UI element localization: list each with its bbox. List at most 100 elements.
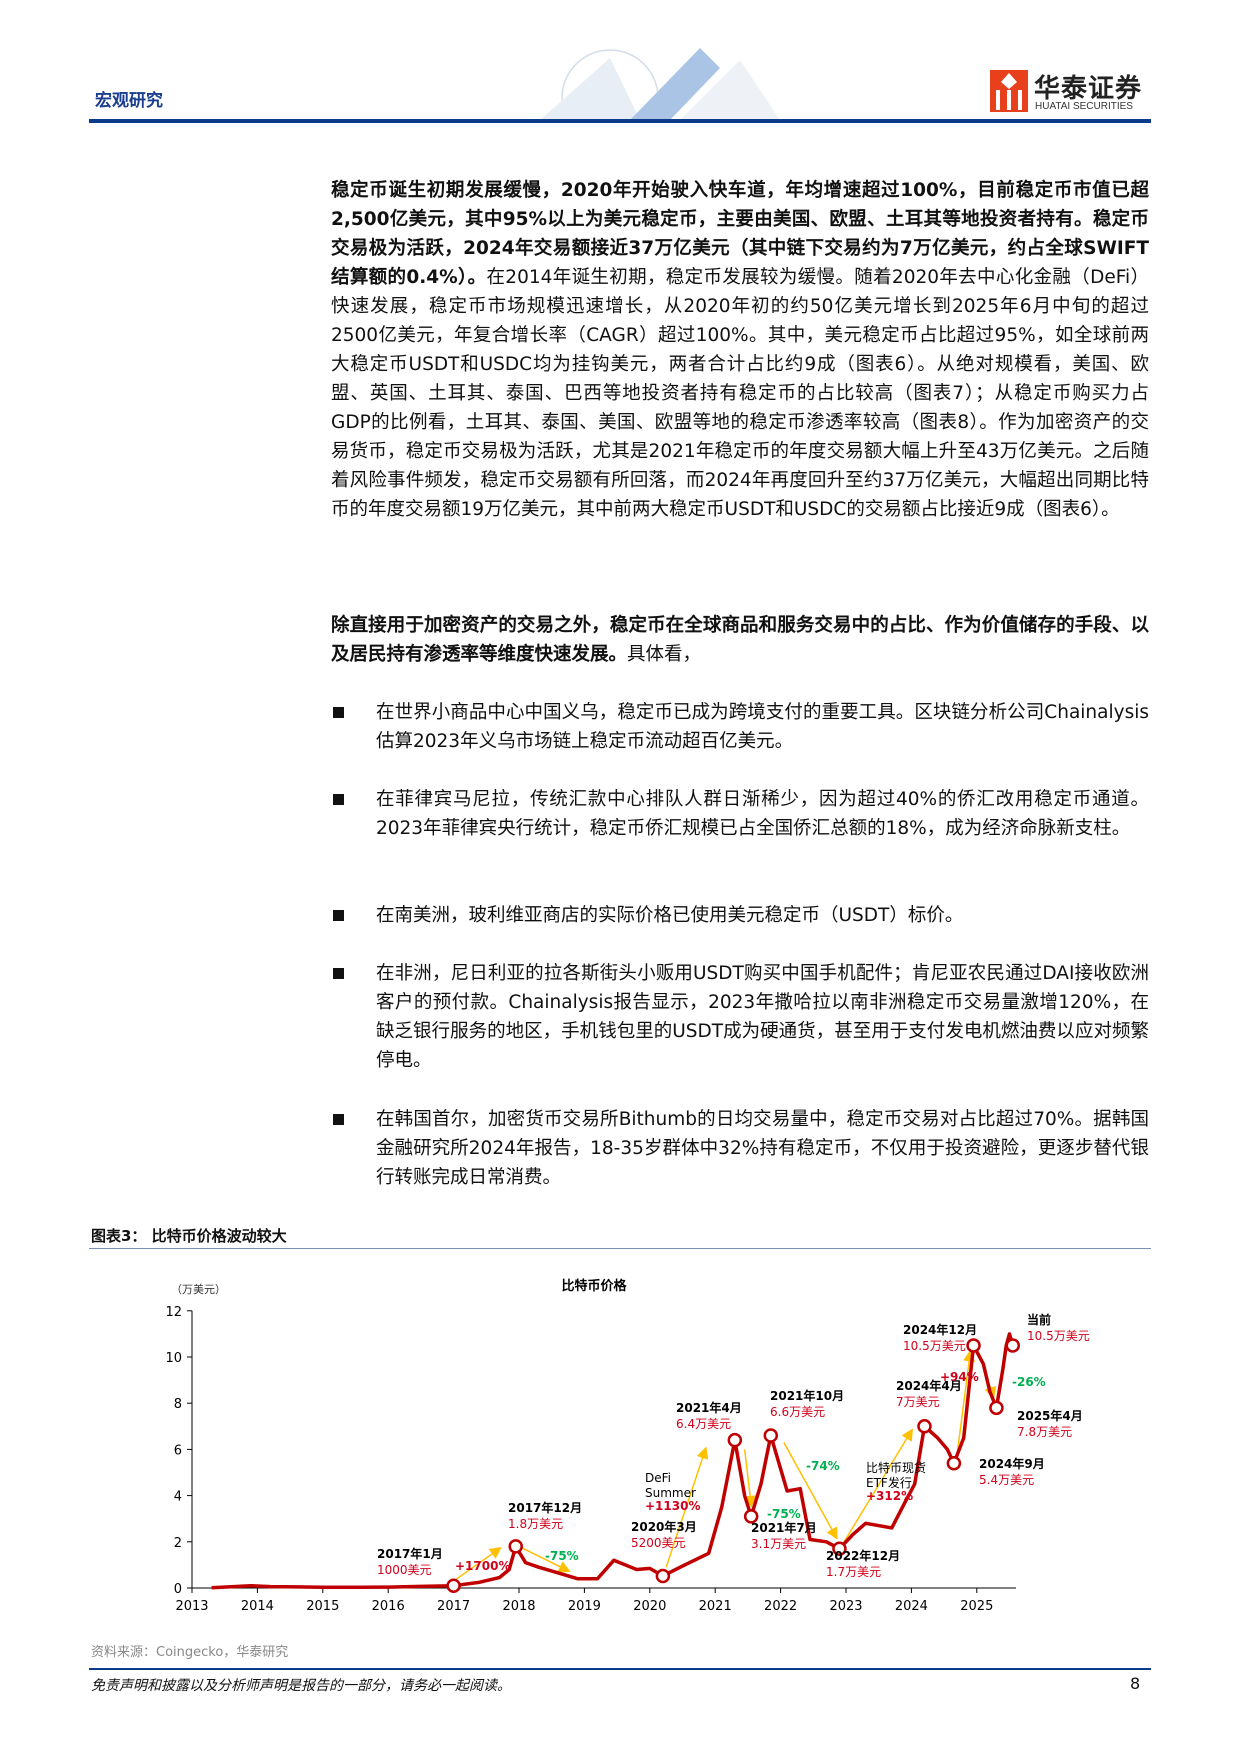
x-tick-label: 2017: [437, 1599, 470, 1614]
x-tick-label: 2023: [829, 1599, 862, 1614]
point-value: 7.8万美元: [1017, 1425, 1072, 1439]
page-number: 8: [1130, 1674, 1141, 1693]
point-value: 7万美元: [896, 1395, 940, 1409]
change-label: +1130%: [645, 1499, 700, 1513]
footer-rule: [89, 1668, 1151, 1670]
paragraph-2: 除直接用于加密资产的交易之外，稳定币在全球商品和服务交易中的占比、作为价值储存的…: [331, 611, 1149, 669]
trend-arrow: [453, 1546, 502, 1582]
point-date: 当前: [1027, 1312, 1051, 1327]
x-tick-label: 2019: [568, 1599, 601, 1614]
bullet-text: 在菲律宾马尼拉，传统汇款中心排队人群日渐稀少，因为超过40%的侨汇改用稳定币通道…: [376, 789, 1149, 839]
x-tick-label: 2020: [633, 1599, 666, 1614]
trend-arrow: [956, 1349, 976, 1455]
price-marker: [763, 1428, 779, 1443]
point-value: 1.7万美元: [826, 1565, 881, 1579]
point-value: 10.5万美元: [1027, 1329, 1090, 1343]
bullet-text: 在非洲，尼日利亚的拉各斯街头小贩用USDT购买中国手机配件；肯尼亚农民通过DAI…: [376, 963, 1149, 1071]
x-tick-label: 2024: [895, 1599, 928, 1614]
point-value: 1000美元: [377, 1563, 432, 1577]
huatai-logo: 华泰证券 HUATAI SECURITIES: [990, 70, 1152, 114]
bullet-square-icon: [333, 794, 344, 805]
change-note: Summer: [645, 1486, 696, 1500]
header-decoration: [540, 48, 780, 120]
point-date: 2024年12月: [903, 1322, 977, 1337]
point-value: 1.8万美元: [508, 1517, 563, 1531]
figure-source: 资料来源：Coingecko，华泰研究: [91, 1645, 289, 1660]
paragraph-1-lead: 稳定币诞生初期发展缓慢，2020年开始驶入快车道，年均增速超过100%，目前稳定…: [331, 180, 1149, 288]
bullet-item: 在世界小商品中心中国义乌，稳定币已成为跨境支付的重要工具。区块链分析公司Chai…: [331, 698, 1149, 756]
point-date: 2020年3月: [631, 1519, 697, 1534]
figure-title: 图表3： 比特币价格波动较大: [91, 1227, 287, 1245]
point-value: 6.6万美元: [770, 1405, 825, 1419]
point-date: 2017年1月: [377, 1546, 443, 1561]
bullet-item: 在非洲，尼日利亚的拉各斯街头小贩用USDT购买中国手机配件；肯尼亚农民通过DAI…: [331, 959, 1149, 1075]
trend-arrow: [783, 1442, 838, 1540]
bullet-square-icon: [333, 968, 344, 979]
bullet-square-icon: [333, 1114, 344, 1125]
point-value: 3.1万美元: [751, 1537, 806, 1551]
logo-cn: 华泰证券: [1034, 74, 1143, 104]
section-label: 宏观研究: [95, 91, 163, 111]
price-marker: [727, 1432, 743, 1448]
change-label: -75%: [767, 1507, 801, 1521]
trend-arrow: [842, 1428, 913, 1545]
x-tick-label: 2016: [372, 1599, 405, 1614]
bullet-square-icon: [333, 910, 344, 921]
paragraph-1: 稳定币诞生初期发展缓慢，2020年开始驶入快车道，年均增速超过100%，目前稳定…: [331, 176, 1149, 524]
y-axis-unit: （万美元）: [171, 1283, 226, 1296]
chart-title: 比特币价格: [561, 1278, 627, 1294]
bullet-item: 在南美洲，玻利维亚商店的实际价格已使用美元稳定币（USDT）标价。: [331, 901, 1149, 930]
y-tick-label: 8: [174, 1397, 182, 1412]
point-value: 6.4万美元: [676, 1417, 731, 1431]
point-date: 2024年4月: [896, 1378, 962, 1393]
point-date: 2022年12月: [826, 1548, 900, 1563]
price-marker: [966, 1338, 981, 1353]
x-tick-label: 2025: [960, 1599, 993, 1614]
figure-rule: [89, 1248, 1151, 1249]
point-date: 2021年4月: [676, 1400, 742, 1415]
x-tick-label: 2013: [175, 1599, 208, 1614]
y-tick-label: 12: [165, 1305, 182, 1320]
point-date: 2021年7月: [751, 1520, 817, 1535]
change-label: +312%: [866, 1489, 913, 1503]
point-value: 5.4万美元: [979, 1473, 1034, 1487]
change-note: DeFi: [645, 1471, 671, 1485]
bullet-square-icon: [333, 707, 344, 718]
y-tick-label: 2: [174, 1536, 182, 1551]
price-marker: [917, 1419, 932, 1434]
bullet-text: 在韩国首尔，加密货币交易所Bithumb的日均交易量中，稳定币交易对占比超过70…: [376, 1109, 1149, 1188]
y-tick-label: 10: [165, 1351, 182, 1366]
y-tick-label: 6: [174, 1443, 182, 1458]
trend-arrow: [743, 1449, 757, 1508]
price-marker: [989, 1400, 1004, 1416]
x-tick-label: 2022: [764, 1599, 797, 1614]
change-label: +94%: [940, 1370, 979, 1384]
x-tick-label: 2014: [241, 1599, 274, 1614]
price-marker: [743, 1509, 759, 1524]
point-date: 2025年4月: [1017, 1408, 1083, 1423]
change-label: -74%: [806, 1459, 840, 1473]
bullet-item: 在韩国首尔，加密货币交易所Bithumb的日均交易量中，稳定币交易对占比超过70…: [331, 1105, 1149, 1192]
point-date: 2017年12月: [508, 1500, 582, 1515]
header-rule: [89, 119, 1151, 123]
change-note: ETF发行: [866, 1475, 912, 1490]
change-label: -75%: [545, 1549, 579, 1563]
point-value: 5200美元: [631, 1536, 686, 1550]
paragraph-2-lead: 除直接用于加密资产的交易之外，稳定币在全球商品和服务交易中的占比、作为价值储存的…: [331, 615, 1149, 665]
x-tick-label: 2015: [306, 1599, 339, 1614]
price-marker: [508, 1539, 523, 1554]
paragraph-1-text: 在2014年诞生初期，稳定币发展较为缓慢。随着2020年去中心化金融（DeFi）…: [331, 267, 1149, 520]
bitcoin-price-chart: 比特币价格 （万美元） 0 2 4 6 8 10 12 2013 2014 2015 2016 201…: [165, 1278, 1090, 1614]
point-value: 10.5万美元: [903, 1339, 966, 1353]
footer-disclaimer: 免责声明和披露以及分析师声明是报告的一部分，请务必一起阅读。: [91, 1678, 511, 1694]
x-tick-label: 2018: [502, 1599, 535, 1614]
price-marker: [832, 1541, 847, 1556]
price-marker: [446, 1578, 461, 1593]
point-date: 2024年9月: [979, 1456, 1045, 1471]
trend-arrow: [665, 1446, 709, 1568]
point-date: 2021年10月: [770, 1388, 844, 1403]
bullet-text: 在世界小商品中心中国义乌，稳定币已成为跨境支付的重要工具。区块链分析公司Chai…: [376, 702, 1149, 752]
bullet-text: 在南美洲，玻利维亚商店的实际价格已使用美元稳定币（USDT）标价。: [376, 905, 964, 926]
bullet-item: 在菲律宾马尼拉，传统汇款中心排队人群日渐稀少，因为超过40%的侨汇改用稳定币通道…: [331, 785, 1149, 843]
price-marker: [655, 1568, 671, 1584]
